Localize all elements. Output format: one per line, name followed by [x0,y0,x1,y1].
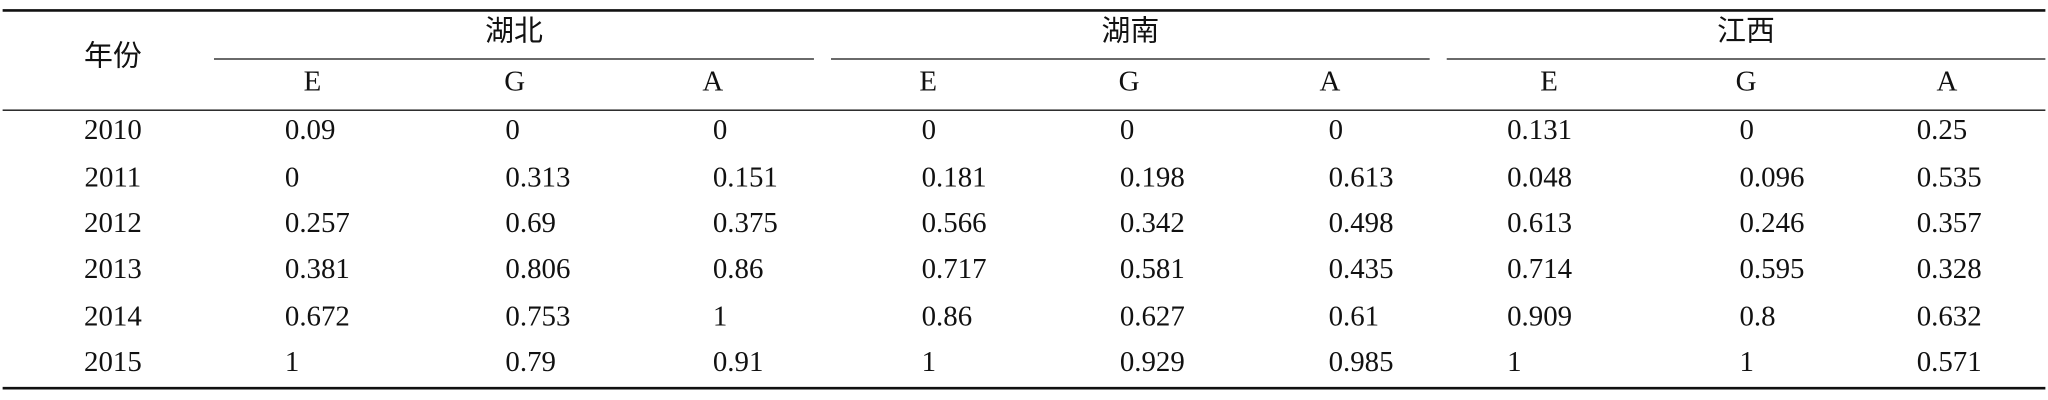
column-header: A [1319,66,1340,98]
column-header: E [919,66,937,98]
value-cell: 0.61 [1329,300,1380,332]
value-cell: 0.717 [922,253,987,285]
year-cell: 2010 [84,114,142,146]
value-cell: 0.381 [285,253,350,285]
group-header: 湖北 [485,16,543,48]
value-cell: 0 [922,114,936,146]
value-cell: 0 [1120,114,1134,146]
value-cell: 0.79 [505,346,556,378]
value-cell: 1 [285,346,299,378]
value-cell: 0.246 [1739,207,1804,239]
value-cell: 0.313 [505,161,570,193]
value-cell: 1 [1507,346,1521,378]
value-cell: 0.69 [505,207,556,239]
value-cell: 0.09 [285,114,336,146]
value-cell: 0.806 [505,253,570,285]
year-cell: 2012 [84,207,142,239]
value-cell: 0.198 [1120,161,1185,193]
value-cell: 0.357 [1917,207,1982,239]
value-cell: 1 [922,346,936,378]
column-header: E [1540,66,1558,98]
value-cell: 0.498 [1329,207,1394,239]
value-cell: 0.328 [1917,253,1982,285]
value-cell: 0.909 [1507,300,1572,332]
value-cell: 0.714 [1507,253,1572,285]
value-cell: 0.613 [1507,207,1572,239]
column-header: G [1119,66,1140,98]
value-cell: 1 [713,300,727,332]
value-cell: 0.257 [285,207,350,239]
value-cell: 0 [1329,114,1343,146]
group-header: 江西 [1717,16,1775,48]
value-cell: 0.86 [922,300,973,332]
value-cell: 0.91 [713,346,764,378]
value-cell: 0.613 [1329,161,1394,193]
value-cell: 0.181 [922,161,987,193]
column-header: G [1736,66,1757,98]
year-cell: 2013 [84,253,142,285]
value-cell: 0.753 [505,300,570,332]
year-header: 年份 [84,41,142,73]
value-cell: 0.8 [1739,300,1775,332]
column-header: G [504,66,525,98]
value-cell: 0 [505,114,519,146]
column-header: E [304,66,322,98]
year-cell: 2014 [84,300,142,332]
column-header: A [702,66,723,98]
value-cell: 0.131 [1507,114,1572,146]
column-header: A [1936,66,1957,98]
value-cell: 0.627 [1120,300,1185,332]
value-cell: 0.435 [1329,253,1394,285]
value-cell: 0.566 [922,207,987,239]
value-cell: 0.25 [1917,114,1968,146]
value-cell: 0.929 [1120,346,1185,378]
value-cell: 1 [1739,346,1753,378]
value-cell: 0 [713,114,727,146]
value-cell: 0.632 [1917,300,1982,332]
value-cell: 0.672 [285,300,350,332]
year-cell: 2015 [84,346,142,378]
value-cell: 0.985 [1329,346,1394,378]
value-cell: 0 [285,161,299,193]
value-cell: 0.048 [1507,161,1572,193]
value-cell: 0.375 [713,207,778,239]
group-header: 湖南 [1101,16,1159,48]
value-cell: 0.86 [713,253,764,285]
value-cell: 0.151 [713,161,778,193]
value-cell: 0.595 [1739,253,1804,285]
value-cell: 0.571 [1917,346,1982,378]
value-cell: 0.581 [1120,253,1185,285]
value-cell: 0 [1739,114,1753,146]
value-cell: 0.342 [1120,207,1185,239]
value-cell: 0.096 [1739,161,1804,193]
value-cell: 0.535 [1917,161,1982,193]
year-cell: 2011 [85,161,142,193]
